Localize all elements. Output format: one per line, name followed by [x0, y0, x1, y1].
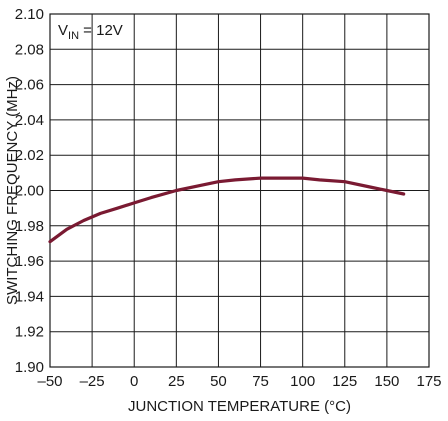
- x-tick-label: 50: [210, 373, 227, 390]
- y-tick-label: 1.90: [15, 359, 44, 376]
- grid: [49, 13, 430, 368]
- y-axis-label: SWITCHING FREQUENCY (MHz): [4, 76, 21, 305]
- x-tick-label: 25: [168, 373, 185, 390]
- annotation-value: = 12V: [79, 22, 123, 39]
- vin-annotation: VIN = 12V: [58, 22, 123, 42]
- x-tick-label: 0: [130, 373, 138, 390]
- y-tick-label: 2.08: [15, 41, 44, 58]
- x-tick-label: 75: [252, 373, 269, 390]
- y-tick-label: 1.92: [15, 324, 44, 341]
- x-tick-label: 150: [374, 373, 399, 390]
- y-tick-label: 1.96: [15, 253, 44, 270]
- y-tick-labels: 1.90 1.92 1.94 1.96 1.98 2.00 2.02 2.04 2.06 2.08…: [15, 6, 44, 376]
- y-tick-label: 1.98: [15, 218, 44, 235]
- x-tick-labels: –50 –25 0 25 50 75 100 125 150 175: [37, 373, 441, 390]
- y-tick-label: 1.94: [15, 288, 44, 305]
- curves: [48, 176, 406, 244]
- y-tick-label: 2.04: [15, 112, 44, 129]
- y-tick-label: 2.06: [15, 77, 44, 94]
- annotation-subscript: IN: [68, 30, 79, 42]
- series-line: [48, 176, 406, 244]
- y-tick-label: 2.00: [15, 183, 44, 200]
- plot-frame: [49, 13, 430, 368]
- x-tick-label: 175: [416, 373, 441, 390]
- x-tick-label: –50: [37, 373, 62, 390]
- y-tick-label: 2.10: [15, 6, 44, 23]
- x-axis-label: JUNCTION TEMPERATURE (°C): [128, 398, 351, 415]
- y-tick-label: 2.02: [15, 147, 44, 164]
- x-tick-label: 125: [332, 373, 357, 390]
- x-tick-label: –25: [80, 373, 105, 390]
- annotation-main: V: [58, 22, 68, 39]
- x-tick-label: 100: [290, 373, 315, 390]
